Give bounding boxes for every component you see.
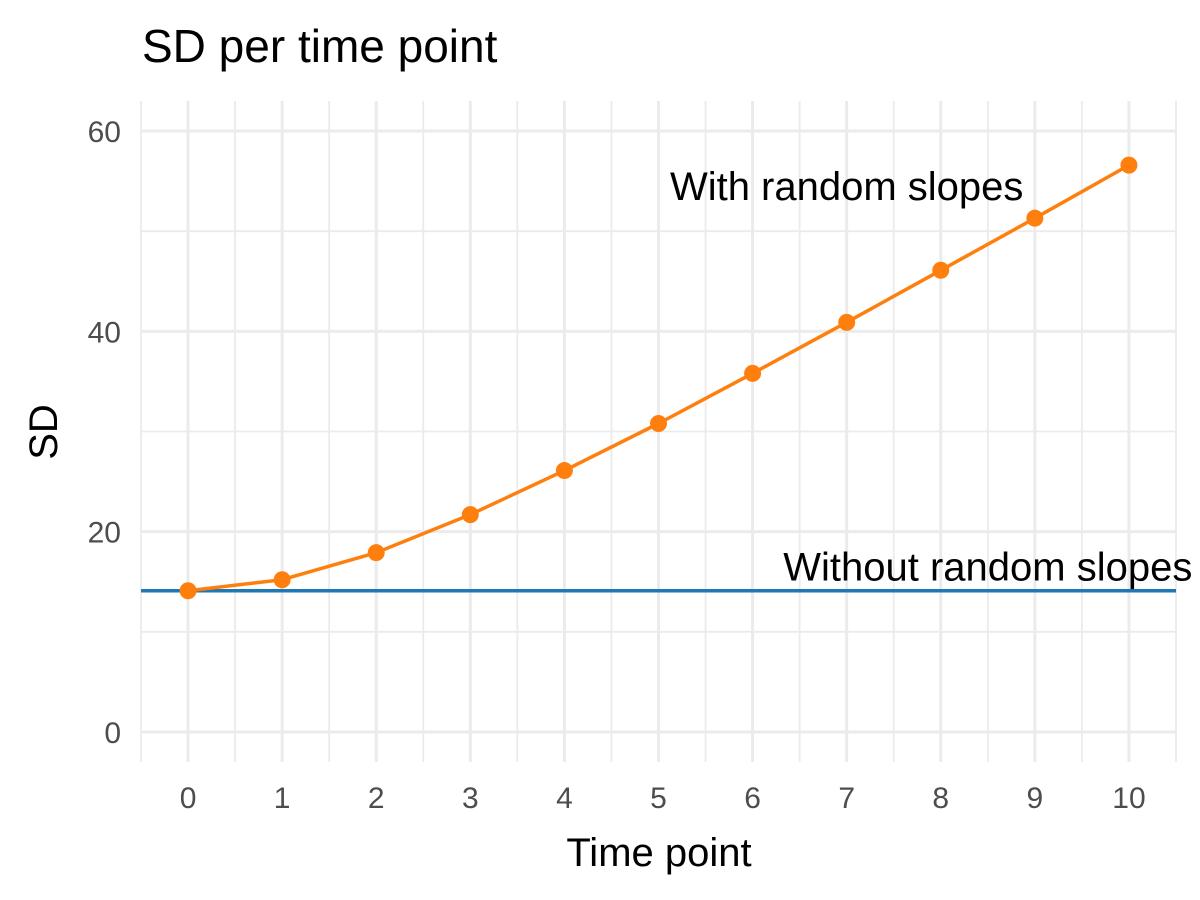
chart-title: SD per time point [142, 20, 498, 72]
data-point [932, 261, 950, 279]
data-point [650, 414, 667, 432]
series-layer [141, 156, 1176, 600]
y-tick-label: 60 [88, 116, 121, 149]
x-tick-label: 4 [556, 782, 573, 815]
y-tick-label: 20 [88, 517, 121, 550]
x-tick-label: 6 [744, 782, 761, 815]
series-annotation: Without random slopes [783, 546, 1192, 590]
series-annotation: With random slopes [670, 165, 1023, 209]
y-tick-label: 40 [88, 316, 121, 349]
data-point [179, 582, 197, 600]
x-tick-label: 5 [650, 782, 667, 815]
x-tick-label: 1 [274, 782, 291, 815]
data-point [744, 364, 762, 382]
data-point [838, 313, 856, 331]
y-axis-label: SD [22, 404, 66, 460]
x-tick-label: 3 [462, 782, 479, 815]
data-point [555, 462, 573, 480]
x-tick-label: 9 [1027, 782, 1044, 815]
annotations: With random slopes Without random slopes [670, 165, 1192, 590]
data-point [1026, 209, 1044, 227]
data-point [461, 506, 479, 524]
x-tick-label: 10 [1112, 782, 1145, 815]
x-tick-label: 2 [368, 782, 385, 815]
data-point [273, 571, 291, 589]
x-tick-label: 0 [180, 782, 197, 815]
x-axis-label: Time point [566, 831, 751, 875]
x-tick-label: 7 [838, 782, 855, 815]
tick-labels: 0 1 2 3 4 5 6 7 8 9 10 0 20 40 60 [88, 116, 1146, 815]
data-point [367, 544, 385, 562]
y-tick-label: 0 [104, 717, 121, 750]
x-tick-label: 8 [932, 782, 949, 815]
data-point [1120, 156, 1138, 174]
